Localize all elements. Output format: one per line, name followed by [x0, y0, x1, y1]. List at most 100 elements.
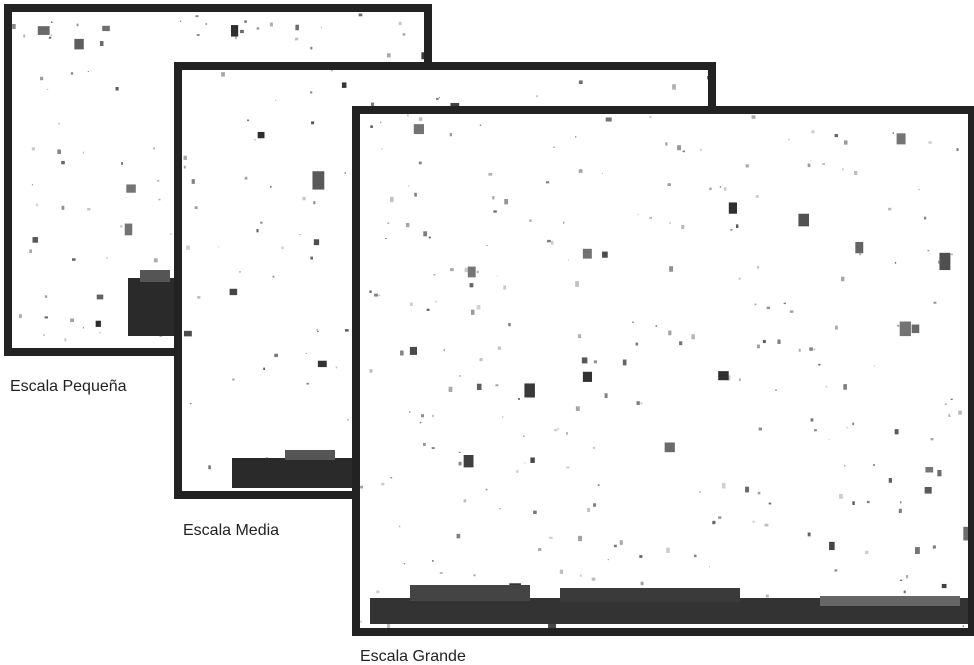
speckle: [157, 180, 159, 182]
speckle: [184, 156, 187, 160]
speckle: [247, 120, 249, 122]
speckle: [763, 340, 766, 343]
speckle: [933, 302, 936, 304]
speckle: [938, 261, 940, 264]
panel-label: Escala Grande: [360, 648, 466, 665]
speckle: [623, 360, 627, 366]
speckle: [669, 222, 670, 224]
speckle: [888, 208, 891, 211]
speckle: [575, 136, 576, 138]
speckle: [813, 348, 815, 350]
speckle: [230, 289, 238, 295]
speckle: [440, 572, 443, 574]
speckle: [87, 208, 90, 210]
speckle: [439, 97, 440, 98]
speckle: [77, 24, 79, 27]
speckle: [900, 501, 902, 503]
speckle: [766, 595, 769, 598]
speckle: [929, 141, 932, 143]
speckle: [473, 574, 475, 576]
speckle: [736, 224, 738, 228]
speckle: [677, 145, 681, 150]
speckle: [502, 416, 503, 418]
speckle: [533, 511, 537, 514]
speckle: [897, 325, 899, 327]
speckle: [58, 123, 59, 124]
speckle: [636, 343, 639, 346]
speckle: [563, 222, 564, 224]
speckle: [608, 559, 609, 560]
speckle: [919, 189, 920, 190]
speckle: [120, 225, 122, 227]
speckle: [49, 37, 52, 39]
speckle: [410, 347, 417, 355]
speckle: [470, 283, 474, 287]
speckle: [746, 164, 749, 167]
dark-patch: [560, 588, 740, 602]
speckle: [554, 429, 557, 431]
speckle: [844, 465, 845, 467]
speckle: [400, 351, 403, 356]
speckle: [826, 386, 828, 388]
speckle: [493, 210, 496, 212]
speckle: [390, 477, 392, 478]
speckle: [295, 25, 299, 31]
speckle: [593, 447, 595, 449]
speckle: [765, 524, 769, 527]
speckle: [381, 483, 384, 485]
speckle: [758, 492, 761, 495]
speckle: [912, 325, 920, 334]
speckle: [459, 462, 462, 466]
speckle: [32, 237, 38, 243]
speckle: [718, 516, 721, 519]
speckle: [197, 34, 200, 36]
speckle: [421, 414, 424, 417]
speckle: [683, 151, 685, 153]
speckle: [231, 25, 238, 36]
speckle: [399, 526, 400, 528]
speckle: [208, 465, 210, 469]
speckle: [306, 353, 307, 354]
speckle: [841, 277, 844, 281]
speckle: [83, 327, 84, 329]
speckle: [834, 569, 837, 571]
dark-patch: [140, 270, 170, 282]
speckle: [948, 414, 950, 417]
speckle: [814, 429, 817, 431]
speckle: [672, 84, 676, 89]
speckle: [718, 371, 729, 380]
speckle: [387, 222, 389, 224]
speckle: [755, 304, 757, 306]
speckle: [842, 168, 844, 170]
speckle: [380, 122, 381, 123]
speckle: [906, 575, 908, 578]
speckle: [900, 322, 911, 337]
speckle: [464, 499, 467, 502]
speckle: [811, 418, 814, 421]
speckle: [757, 266, 759, 269]
speckle: [72, 258, 76, 260]
speckle: [244, 20, 247, 23]
speckle: [499, 508, 501, 509]
speckle: [205, 23, 207, 25]
speckle: [492, 196, 494, 199]
speckle: [254, 139, 256, 140]
speckle: [578, 536, 582, 541]
speckle: [414, 193, 417, 197]
speckle: [942, 584, 947, 588]
speckle: [419, 162, 422, 165]
speckle: [468, 267, 476, 278]
speckle: [536, 95, 537, 97]
speckle: [844, 140, 848, 144]
speckle: [486, 245, 487, 246]
speckle: [637, 214, 638, 215]
speckle: [190, 403, 192, 404]
speckle: [256, 229, 258, 232]
speckle: [945, 403, 947, 405]
speckle: [311, 121, 314, 124]
speckle: [407, 114, 409, 116]
speckle: [759, 428, 762, 431]
speckle: [423, 443, 426, 446]
speckle: [605, 393, 608, 398]
speckle: [32, 184, 33, 185]
